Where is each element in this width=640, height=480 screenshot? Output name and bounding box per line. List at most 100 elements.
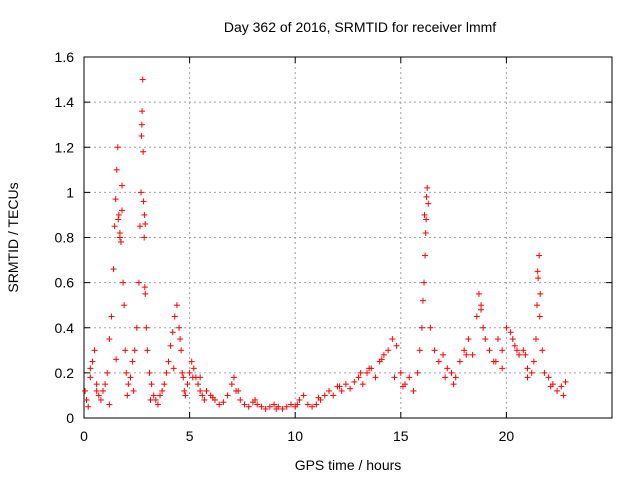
data-point bbox=[83, 396, 90, 403]
data-point bbox=[112, 196, 119, 203]
data-point bbox=[117, 239, 124, 246]
data-point bbox=[450, 381, 457, 388]
data-point bbox=[325, 387, 332, 394]
data-point bbox=[140, 198, 147, 205]
data-point bbox=[273, 405, 280, 412]
data-point bbox=[492, 358, 499, 365]
data-point bbox=[475, 290, 482, 297]
data-point bbox=[179, 369, 186, 376]
data-point bbox=[399, 383, 406, 390]
data-point bbox=[410, 387, 417, 394]
data-point bbox=[330, 392, 337, 399]
data-point bbox=[414, 369, 421, 376]
data-point bbox=[397, 369, 404, 376]
x-tick-label: 0 bbox=[80, 428, 88, 444]
data-point bbox=[528, 369, 535, 376]
data-point bbox=[287, 401, 294, 408]
data-point bbox=[106, 336, 113, 343]
data-point bbox=[355, 374, 362, 381]
data-point bbox=[119, 207, 126, 214]
data-point bbox=[560, 392, 567, 399]
data-point bbox=[135, 279, 142, 286]
data-point bbox=[216, 401, 223, 408]
data-point bbox=[513, 347, 520, 354]
data-point bbox=[296, 396, 303, 403]
data-point bbox=[177, 336, 184, 343]
data-point bbox=[541, 369, 548, 376]
data-point bbox=[469, 351, 476, 358]
data-point bbox=[520, 347, 527, 354]
data-point bbox=[171, 313, 178, 320]
data-point bbox=[167, 342, 174, 349]
x-tick-label: 5 bbox=[186, 428, 194, 444]
data-point bbox=[456, 358, 463, 365]
grid bbox=[84, 57, 612, 418]
data-point bbox=[189, 374, 196, 381]
data-point bbox=[427, 324, 434, 331]
data-point bbox=[279, 405, 286, 412]
data-point bbox=[127, 374, 134, 381]
data-point bbox=[336, 383, 343, 390]
data-point bbox=[161, 381, 168, 388]
data-point bbox=[425, 200, 432, 207]
data-point bbox=[113, 356, 120, 363]
data-point bbox=[321, 392, 328, 399]
data-point bbox=[82, 387, 89, 394]
data-point bbox=[142, 290, 149, 297]
data-point bbox=[133, 324, 140, 331]
data-point bbox=[440, 351, 447, 358]
data-point bbox=[406, 374, 413, 381]
data-point bbox=[534, 268, 541, 275]
x-axis-label: GPS time / hours bbox=[295, 457, 402, 473]
x-tick-label: 15 bbox=[393, 428, 409, 444]
data-point bbox=[452, 374, 459, 381]
data-point bbox=[516, 351, 523, 358]
data-point bbox=[123, 369, 130, 376]
data-point bbox=[169, 329, 176, 336]
data-point bbox=[173, 302, 180, 309]
data-point bbox=[131, 347, 138, 354]
y-tick-label: 0.2 bbox=[55, 365, 75, 381]
data-point bbox=[309, 403, 316, 410]
data-point bbox=[203, 387, 210, 394]
data-point bbox=[138, 121, 145, 128]
data-point bbox=[237, 396, 244, 403]
data-point bbox=[342, 381, 349, 388]
data-point bbox=[419, 297, 426, 304]
data-point bbox=[416, 347, 423, 354]
data-point bbox=[444, 365, 451, 372]
data-point bbox=[524, 374, 531, 381]
data-point bbox=[241, 401, 248, 408]
data-point bbox=[106, 401, 113, 408]
data-point bbox=[141, 284, 148, 291]
data-point bbox=[364, 369, 371, 376]
data-point bbox=[258, 403, 265, 410]
data-point bbox=[478, 302, 485, 309]
data-point bbox=[176, 324, 183, 331]
data-point bbox=[245, 403, 252, 410]
data-point bbox=[85, 403, 92, 410]
y-tick-label: 1.4 bbox=[55, 94, 75, 110]
data-point bbox=[228, 381, 235, 388]
data-point bbox=[554, 387, 561, 394]
data-point bbox=[209, 394, 216, 401]
data-point bbox=[366, 365, 373, 372]
x-tick-label: 10 bbox=[287, 428, 303, 444]
data-point bbox=[271, 401, 278, 408]
y-tick-label: 0.8 bbox=[55, 230, 75, 246]
data-point bbox=[114, 144, 121, 151]
data-point bbox=[562, 378, 569, 385]
data-point bbox=[473, 313, 480, 320]
data-point bbox=[104, 369, 111, 376]
data-point bbox=[313, 401, 320, 408]
data-point bbox=[503, 324, 510, 331]
data-point bbox=[91, 347, 98, 354]
y-tick-label: 0 bbox=[66, 410, 74, 426]
data-point bbox=[181, 387, 188, 394]
data-point bbox=[93, 381, 100, 388]
data-point bbox=[201, 396, 208, 403]
data-point bbox=[143, 324, 150, 331]
data-point bbox=[254, 401, 261, 408]
data-point bbox=[138, 132, 145, 139]
data-point bbox=[120, 279, 127, 286]
